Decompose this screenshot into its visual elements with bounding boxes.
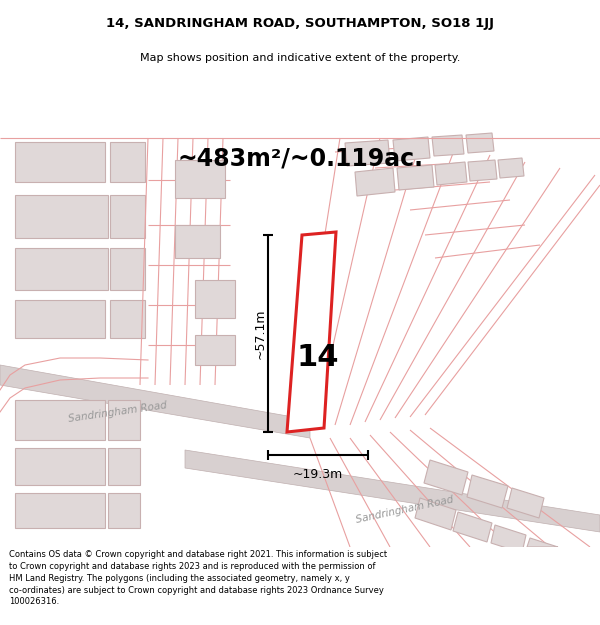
Text: 14, SANDRINGHAM ROAD, SOUTHAMPTON, SO18 1JJ: 14, SANDRINGHAM ROAD, SOUTHAMPTON, SO18 … [106, 18, 494, 31]
Polygon shape [397, 165, 434, 190]
Polygon shape [491, 525, 526, 553]
Polygon shape [453, 512, 492, 542]
Polygon shape [15, 195, 108, 238]
Polygon shape [424, 460, 468, 495]
Polygon shape [15, 493, 105, 528]
Polygon shape [527, 538, 558, 547]
Polygon shape [110, 248, 145, 290]
Text: ~57.1m: ~57.1m [254, 308, 266, 359]
Polygon shape [15, 448, 105, 485]
Polygon shape [15, 300, 105, 338]
Polygon shape [175, 160, 225, 198]
Polygon shape [195, 335, 235, 365]
Polygon shape [15, 400, 105, 440]
Polygon shape [110, 195, 145, 238]
Polygon shape [0, 365, 310, 438]
Text: Map shows position and indicative extent of the property.: Map shows position and indicative extent… [140, 52, 460, 62]
Polygon shape [110, 300, 145, 338]
Text: Sandringham Road: Sandringham Road [355, 495, 455, 525]
Polygon shape [287, 232, 336, 432]
Polygon shape [432, 135, 464, 156]
Polygon shape [393, 137, 430, 161]
Polygon shape [507, 488, 544, 518]
Text: 14: 14 [297, 344, 339, 372]
Polygon shape [498, 158, 524, 178]
Polygon shape [15, 142, 105, 182]
Text: ~19.3m: ~19.3m [293, 468, 343, 481]
Polygon shape [195, 280, 235, 318]
Polygon shape [435, 162, 467, 185]
Polygon shape [355, 168, 395, 196]
Polygon shape [468, 160, 497, 181]
Polygon shape [108, 448, 140, 485]
Polygon shape [108, 493, 140, 528]
Polygon shape [466, 133, 494, 153]
Polygon shape [175, 225, 220, 258]
Text: Sandringham Road: Sandringham Road [68, 400, 168, 424]
Polygon shape [467, 475, 508, 508]
Polygon shape [415, 498, 456, 530]
Polygon shape [15, 248, 108, 290]
Polygon shape [108, 400, 140, 440]
Polygon shape [110, 142, 145, 182]
Polygon shape [185, 450, 600, 532]
Polygon shape [345, 140, 390, 166]
Text: Contains OS data © Crown copyright and database right 2021. This information is : Contains OS data © Crown copyright and d… [9, 550, 387, 606]
Text: ~483m²/~0.119ac.: ~483m²/~0.119ac. [177, 146, 423, 170]
